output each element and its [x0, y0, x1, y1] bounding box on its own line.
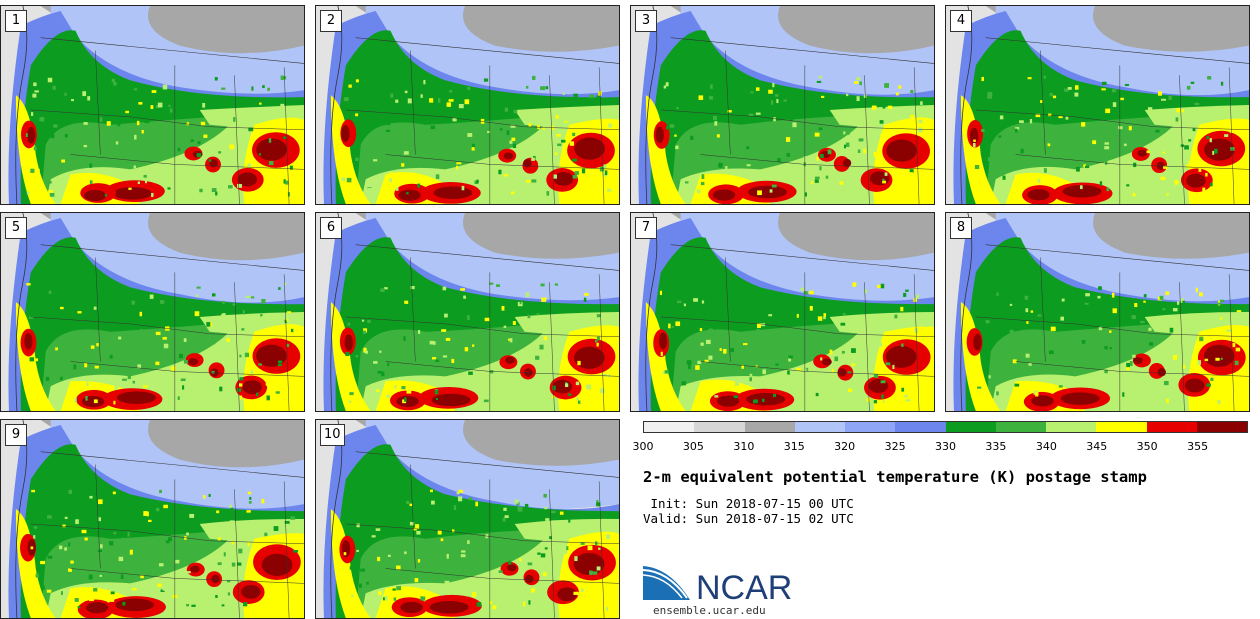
- ensemble-member-map-9: 9: [0, 419, 305, 619]
- colorbar-tick-label: 315: [783, 440, 805, 453]
- colorbar-segment: [744, 422, 795, 432]
- colorbar-tick-label: 305: [682, 440, 704, 453]
- colorbar-tick-label: 320: [834, 440, 856, 453]
- theta-e-field: [316, 420, 619, 618]
- colorbar-tick-label: 310: [733, 440, 755, 453]
- colorbar-segment: [794, 422, 845, 432]
- colorbar-tick-label: 330: [935, 440, 956, 453]
- svg-text:NCAR: NCAR: [696, 569, 792, 602]
- colorbar-tick-label: 300: [632, 440, 654, 453]
- ensemble-member-map-3: 3: [630, 5, 935, 205]
- colorbar-segment: [945, 422, 996, 432]
- ncar-logo: NCAR: [642, 566, 792, 602]
- theta-e-field: [631, 6, 934, 204]
- valid-time: Valid: Sun 2018-07-15 02 UTC: [643, 511, 854, 526]
- theta-e-field: [1, 420, 304, 618]
- colorbar: [643, 421, 1248, 433]
- ensemble-member-label: 10: [320, 424, 345, 446]
- logo-url: ensemble.ucar.edu: [653, 604, 766, 617]
- colorbar-tick-label: 350: [1136, 440, 1158, 453]
- colorbar-segment: [1096, 422, 1147, 432]
- theta-e-field: [631, 213, 934, 411]
- colorbar-tick-label: 325: [884, 440, 906, 453]
- ensemble-member-map-5: 5: [0, 212, 305, 412]
- colorbar-segment: [1146, 422, 1197, 432]
- theta-e-field: [316, 6, 619, 204]
- ensemble-member-map-6: 6: [315, 212, 620, 412]
- ensemble-member-map-10: 10: [315, 419, 620, 619]
- colorbar-segment: [694, 422, 745, 432]
- ensemble-member-map-4: 4: [945, 5, 1250, 205]
- colorbar-segment: [895, 422, 946, 432]
- figure-title: 2-m equivalent potential temperature (K)…: [643, 468, 1147, 486]
- ensemble-member-label: 6: [320, 217, 342, 239]
- ensemble-member-label: 2: [320, 10, 342, 32]
- colorbar-tick-label: 355: [1187, 440, 1209, 453]
- colorbar-tick-label: 335: [985, 440, 1007, 453]
- ensemble-member-map-7: 7: [630, 212, 935, 412]
- theta-e-field: [946, 6, 1249, 204]
- theta-e-field: [946, 213, 1249, 411]
- theta-e-field: [1, 213, 304, 411]
- colorbar-tick-label: 340: [1035, 440, 1057, 453]
- ensemble-member-map-2: 2: [315, 5, 620, 205]
- colorbar-tick-labels: 300 305 310 315 320 325 330 335 340 345 350 355: [633, 440, 1260, 456]
- ensemble-member-label: 1: [5, 10, 27, 32]
- colorbar-segment: [995, 422, 1046, 432]
- init-time: Init: Sun 2018-07-15 00 UTC: [643, 496, 854, 511]
- ensemble-member-map-1: 1: [0, 5, 305, 205]
- theta-e-field: [316, 213, 619, 411]
- ensemble-member-label: 4: [950, 10, 972, 32]
- theta-e-field: [1, 6, 304, 204]
- ensemble-member-label: 7: [635, 217, 657, 239]
- colorbar-segment: [1046, 422, 1097, 432]
- colorbar-segment: [1196, 422, 1247, 432]
- colorbar-segment: [845, 422, 896, 432]
- ensemble-member-label: 9: [5, 424, 27, 446]
- ensemble-member-label: 5: [5, 217, 27, 239]
- ensemble-member-map-8: 8: [945, 212, 1250, 412]
- colorbar-tick-label: 345: [1086, 440, 1108, 453]
- ensemble-member-label: 3: [635, 10, 657, 32]
- ensemble-member-label: 8: [950, 217, 972, 239]
- colorbar-segment: [644, 422, 695, 432]
